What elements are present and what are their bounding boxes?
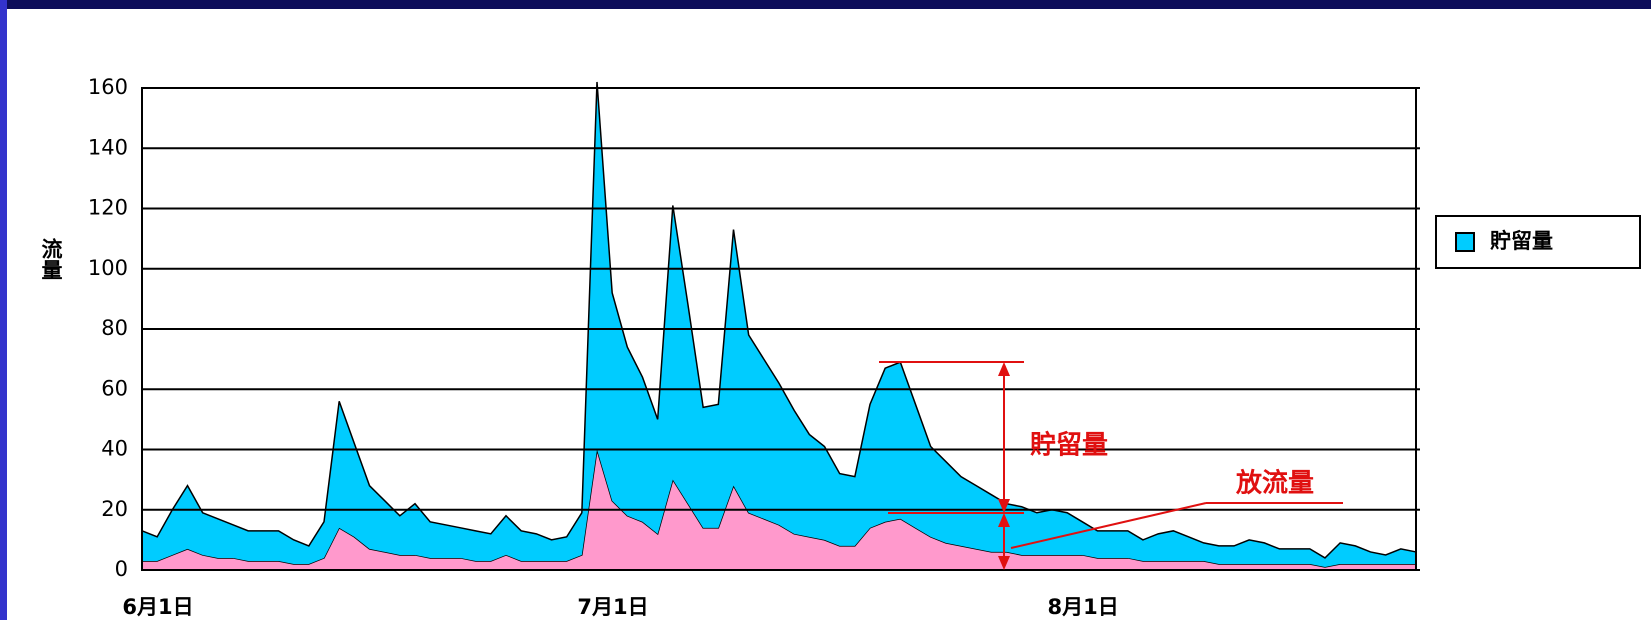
legend: 貯留量 (1435, 215, 1641, 269)
y-axis-label: 流量 (39, 237, 63, 280)
legend-swatch (1455, 232, 1475, 252)
legend-label: 貯留量 (1490, 229, 1553, 253)
y-tick-label: 100 (88, 256, 128, 280)
plot-area: 0 20 40 60 80 100 120 140 160 6月1日 7月1日 8月1日 貯留量 (88, 75, 1641, 619)
x-tick-label: 6月1日 (122, 595, 193, 619)
y-tick-label: 80 (101, 316, 128, 340)
arrowhead (998, 362, 1010, 376)
y-tick-label: 140 (88, 135, 128, 159)
area (142, 449, 1416, 570)
top-bar (0, 0, 1651, 9)
y-tick-label: 20 (101, 497, 128, 521)
y-tick-label: 40 (101, 437, 128, 461)
annotation: 貯留量 (1030, 430, 1108, 461)
left-bar (0, 0, 7, 620)
area (142, 81, 1416, 567)
area-edge (141, 81, 1417, 559)
y-tick-label: 0 (115, 557, 128, 581)
y-tick-label: 60 (101, 376, 128, 400)
annotation: 放流量 (1235, 468, 1314, 499)
arrowhead (998, 556, 1010, 570)
y-tick-label: 120 (88, 196, 128, 220)
x-tick-label: 8月1日 (1048, 595, 1119, 619)
y-tick-label: 160 (88, 75, 128, 99)
plot-border (141, 87, 1417, 571)
arrowhead (998, 499, 1010, 513)
arrowhead (998, 513, 1010, 527)
x-tick-label: 7月1日 (577, 595, 648, 619)
annotation-leader (1010, 502, 1207, 549)
